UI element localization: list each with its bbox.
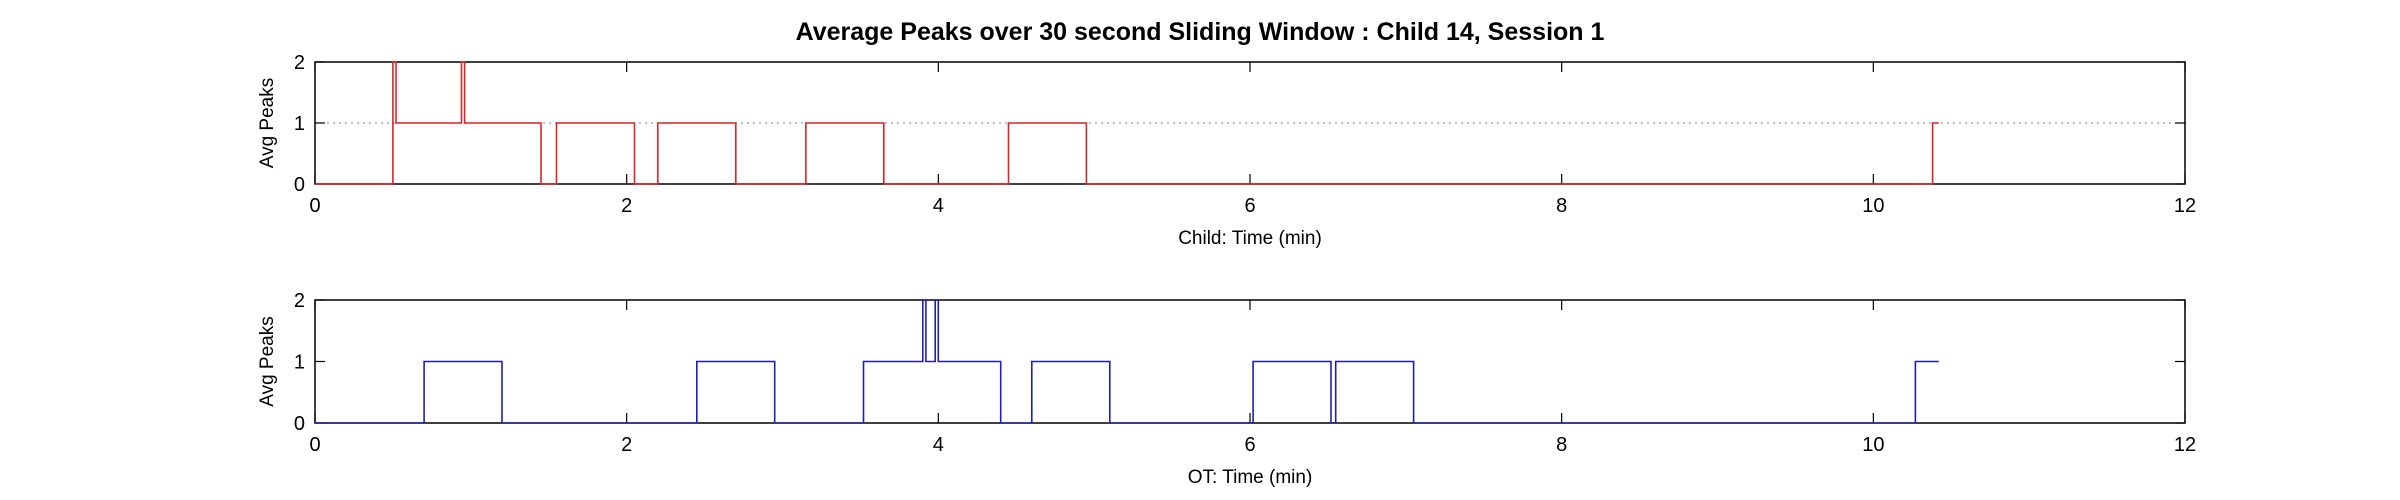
- figure-title: Average Peaks over 30 second Sliding Win…: [796, 18, 1605, 46]
- ot-x-tick-label: 4: [933, 434, 944, 456]
- ot-axes-frame: [314, 299, 2186, 424]
- child-x-tick-label: 4: [933, 195, 944, 217]
- child-y-tick-label: 1: [294, 113, 305, 135]
- ot-x-tick-label: 2: [621, 434, 632, 456]
- child-x-tick-label: 0: [309, 195, 320, 217]
- ot-series-line: [315, 299, 1939, 424]
- child-y-tick-label: 0: [294, 174, 305, 196]
- ot-y-axis-label: Avg Peaks: [257, 316, 278, 406]
- ot-x-tick-label: 12: [2174, 434, 2196, 456]
- ot-x-tick-label: 10: [1862, 434, 1884, 456]
- child-y-tick-label: 2: [294, 52, 305, 74]
- ot-y-tick-label: 1: [294, 352, 305, 374]
- ot-x-tick-label: 8: [1556, 434, 1567, 456]
- ot-y-tick-label: 2: [294, 290, 305, 312]
- child-y-axis-label: Avg Peaks: [257, 78, 278, 168]
- child-x-tick-label: 2: [621, 195, 632, 217]
- child-x-tick-label: 8: [1556, 195, 1567, 217]
- child-x-axis-label: Child: Time (min): [1178, 228, 1322, 249]
- child-series-line: [315, 61, 1939, 185]
- child-x-tick-label: 12: [2174, 195, 2196, 217]
- ot-y-tick-label: 0: [294, 413, 305, 435]
- ot-x-tick-label: 6: [1244, 434, 1255, 456]
- ot-x-tick-label: 0: [309, 434, 320, 456]
- child-x-tick-label: 10: [1862, 195, 1884, 217]
- ot-x-axis-label: OT: Time (min): [1188, 467, 1313, 488]
- child-x-tick-label: 6: [1244, 195, 1255, 217]
